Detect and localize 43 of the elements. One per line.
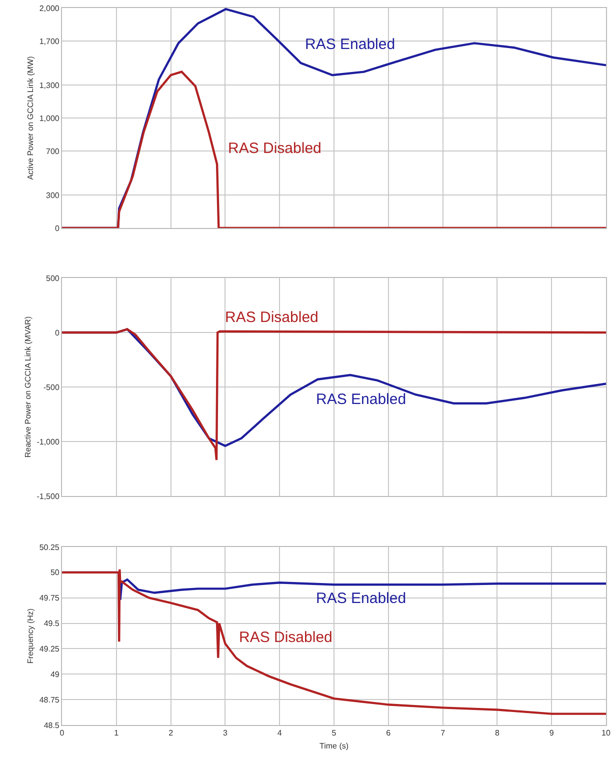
x-axis-title: Time (s) xyxy=(319,742,349,751)
line-series xyxy=(62,568,606,715)
y-tick-label: 49 xyxy=(50,670,60,679)
y-axis-title: Frequency (Hz) xyxy=(26,608,36,664)
x-tick-label: 3 xyxy=(222,728,228,738)
series-label: RAS Enabled xyxy=(316,590,406,607)
y-tick-label: 500 xyxy=(46,274,60,283)
y-tick-label: 49.5 xyxy=(44,619,60,628)
x-tick-label: 6 xyxy=(386,728,392,738)
y-tick-label: 1,300 xyxy=(39,80,60,90)
series-label: RAS Enabled xyxy=(305,36,396,53)
y-tick-label: 48.5 xyxy=(44,720,60,730)
y-axis-title: Active Power on GCCIA Link (MW) xyxy=(26,56,36,180)
y-tick-label: 49.25 xyxy=(39,644,60,654)
series-label: RAS Disabled xyxy=(228,140,322,157)
y-tick-label: -500 xyxy=(43,382,60,392)
y-tick-label: 50.25 xyxy=(39,542,60,552)
y-tick-label: 1,700 xyxy=(39,36,60,46)
y-axis-title: Reactive Power on GCCIA Link (MVAR) xyxy=(23,316,32,458)
y-tick-label: 50 xyxy=(50,568,60,578)
y-tick-label: -1,500 xyxy=(36,492,60,501)
x-tick-label: 1 xyxy=(114,728,120,738)
series-label: RAS Enabled xyxy=(316,391,406,408)
line-series xyxy=(62,70,606,228)
y-tick-label: -1,000 xyxy=(36,437,60,446)
x-tick-label: 4 xyxy=(277,728,282,738)
y-tick-label: 0 xyxy=(54,328,60,338)
y-tick-label: 700 xyxy=(46,146,60,156)
line-series xyxy=(62,8,606,228)
y-tick-label: 48.75 xyxy=(39,695,60,704)
series-label: RAS Disabled xyxy=(225,309,318,326)
series-label: RAS Disabled xyxy=(239,629,332,646)
y-tick-label: 0 xyxy=(54,224,60,233)
x-tick-label: 5 xyxy=(332,728,337,738)
y-tick-label: 2,000 xyxy=(39,4,60,13)
x-tick-label: 10 xyxy=(602,728,611,738)
x-tick-label: 7 xyxy=(440,728,446,738)
y-tick-label: 1,000 xyxy=(39,114,60,123)
x-tick-label: 2 xyxy=(168,728,174,738)
y-tick-label: 300 xyxy=(46,190,60,200)
x-tick-label: 8 xyxy=(494,728,500,738)
y-tick-label: 49.75 xyxy=(39,594,60,603)
x-tick-label: 9 xyxy=(549,728,554,738)
